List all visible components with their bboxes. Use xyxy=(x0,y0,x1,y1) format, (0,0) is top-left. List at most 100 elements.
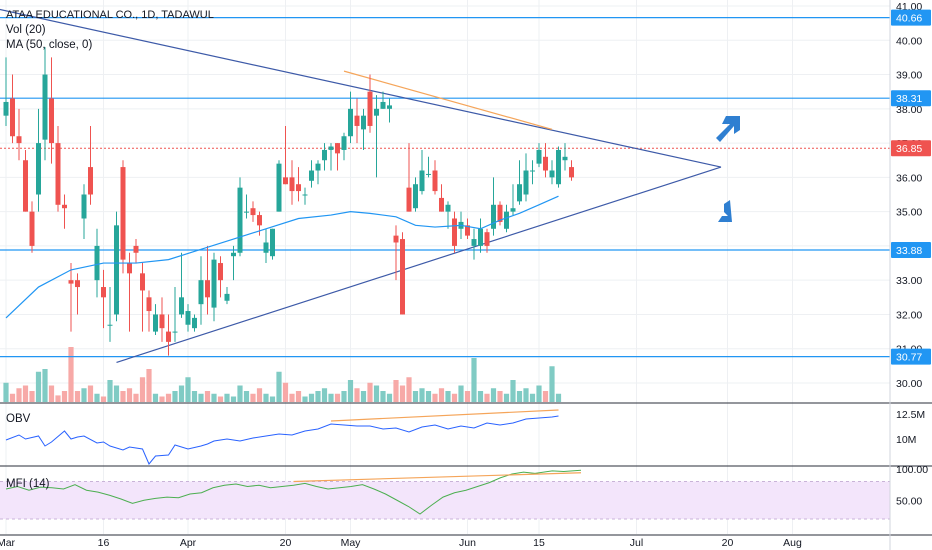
candle-body xyxy=(101,287,106,298)
mfi-pane xyxy=(5,469,582,515)
volume-bar xyxy=(529,393,536,402)
obv-legend: OBV xyxy=(6,413,31,425)
volume-bar xyxy=(126,388,133,402)
candle-body xyxy=(361,115,366,130)
candle-body xyxy=(270,228,275,257)
candles[interactable] xyxy=(3,47,575,356)
candle-body xyxy=(244,211,249,213)
volume-bar xyxy=(523,388,529,402)
candle-body xyxy=(218,263,223,281)
candle-body xyxy=(419,170,425,192)
time-tick-label: 15 xyxy=(533,537,545,549)
time-tick-label: 20 xyxy=(280,537,292,549)
volume-bar xyxy=(438,388,445,402)
candle-body xyxy=(62,204,67,209)
volume-bar xyxy=(191,391,198,402)
candle-body xyxy=(205,280,210,298)
candle-body xyxy=(237,187,243,253)
volume-bar xyxy=(380,391,386,402)
candle-body xyxy=(289,177,295,192)
volume-bar xyxy=(185,377,191,402)
volume-bar xyxy=(490,388,497,402)
obv-tick-label: 12.5M xyxy=(896,409,925,421)
candle-body xyxy=(387,105,392,109)
price-tick-label: 33.00 xyxy=(896,275,922,287)
candle-body xyxy=(179,297,184,315)
volume-bar xyxy=(172,391,178,402)
volume-bar xyxy=(198,393,204,402)
price-tick-label: 38.00 xyxy=(896,104,922,116)
candle-body xyxy=(81,194,87,219)
candle-body xyxy=(153,314,158,332)
candle-body xyxy=(517,184,522,202)
volume-bar xyxy=(282,382,289,402)
candle-body xyxy=(198,280,204,305)
price-tick-label: 35.00 xyxy=(896,207,922,219)
obv-line xyxy=(5,415,559,465)
volume-bar xyxy=(354,388,360,402)
candle-body xyxy=(283,177,288,185)
volume-bar xyxy=(35,371,42,402)
candle-body xyxy=(569,167,574,178)
candle-body xyxy=(380,101,386,109)
price-tag xyxy=(891,90,931,107)
arrow-down-right-icon xyxy=(710,198,732,222)
candle-body xyxy=(302,194,308,196)
volume-bar xyxy=(497,391,503,402)
candle-body xyxy=(120,167,126,260)
price-tick-label: 39.00 xyxy=(896,70,922,82)
volume-legend: Vol (20) xyxy=(6,24,46,36)
volume-bar xyxy=(87,385,94,402)
candle-body xyxy=(400,239,405,315)
price-tick-label: 40.00 xyxy=(896,35,922,47)
volume-bar xyxy=(224,393,230,402)
volume-bar xyxy=(347,380,354,402)
candle-body xyxy=(185,311,191,325)
mfi-tick-label: 100.00 xyxy=(896,464,928,476)
candle-body xyxy=(556,149,561,185)
volume-bar xyxy=(321,388,328,402)
candle-body xyxy=(3,101,9,116)
candle-body xyxy=(367,91,373,126)
mfi-tick-label: 50.00 xyxy=(896,495,922,507)
time-axis[interactable]: Mar 16 Apr 20 May Jun 15 Jul 20 Aug xyxy=(0,537,802,549)
volume-bar xyxy=(289,393,295,402)
candle-body xyxy=(114,225,119,315)
chart-title: ATAA EDUCATIONAL CO., 1D, TADAWUL xyxy=(6,9,214,21)
volume-bar xyxy=(471,358,477,402)
candle-body xyxy=(309,170,314,181)
volume-bar xyxy=(503,393,510,402)
candle-body xyxy=(133,245,139,253)
volume-bar xyxy=(341,391,347,402)
volume-bar xyxy=(445,391,451,402)
candle-body xyxy=(166,331,171,342)
time-tick-label: Jun xyxy=(459,537,476,549)
candle-body xyxy=(374,108,379,116)
candle-body xyxy=(335,143,340,154)
volume-bar xyxy=(393,380,399,402)
obv-divergence-line xyxy=(330,409,559,422)
volume-bar xyxy=(477,391,484,402)
time-tick-label: Apr xyxy=(180,537,197,549)
volume-bar xyxy=(458,385,464,402)
volume-bar xyxy=(133,393,139,402)
time-tick-label: Aug xyxy=(783,537,802,549)
candle-body xyxy=(296,184,301,192)
volume-bar xyxy=(542,391,549,402)
volume-bar xyxy=(308,393,315,402)
candle-body xyxy=(549,170,555,178)
volume-bar xyxy=(419,388,425,402)
volume-bar xyxy=(412,391,419,402)
ma-line xyxy=(5,195,559,319)
obv-tick-label: 10M xyxy=(896,434,916,446)
price-tag-label: 40.66 xyxy=(896,13,922,25)
volume-bar xyxy=(211,393,217,402)
candle-body xyxy=(224,293,230,301)
price-divergence-line xyxy=(343,70,553,130)
volume-bar xyxy=(204,391,211,402)
trendlines xyxy=(0,8,722,364)
volume-bar xyxy=(269,396,276,402)
volume-bar xyxy=(178,385,185,402)
candle-body xyxy=(510,208,516,212)
